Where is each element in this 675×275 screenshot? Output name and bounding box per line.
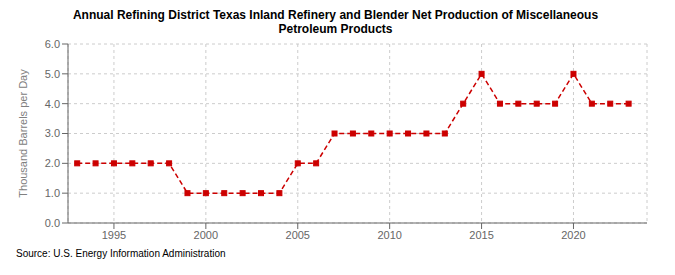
svg-text:6.0: 6.0 [45,38,60,50]
svg-text:3.0: 3.0 [45,127,60,139]
svg-text:5.0: 5.0 [45,68,60,80]
svg-text:2010: 2010 [377,229,401,241]
svg-text:2.0: 2.0 [45,157,60,169]
svg-text:2000: 2000 [194,229,218,241]
svg-text:1995: 1995 [102,229,126,241]
html-text:Source: U.S. Energy Informatio: Source: U.S. Energy Information Administ… [16,248,226,259]
svg-text:2015: 2015 [469,229,493,241]
svg-text:2005: 2005 [286,229,310,241]
html-text:Annual Refining District Texas: Annual Refining District Texas Inland Re… [72,8,599,22]
svg-text:4.0: 4.0 [45,98,60,110]
svg-text:1.0: 1.0 [45,187,60,199]
html-text:Petroleum Products: Petroleum Products [278,22,393,36]
svg-text:2020: 2020 [561,229,585,241]
svg-text:0.0: 0.0 [45,217,60,229]
svg-text:Thousand Barrels per Day: Thousand Barrels per Day [17,69,29,198]
